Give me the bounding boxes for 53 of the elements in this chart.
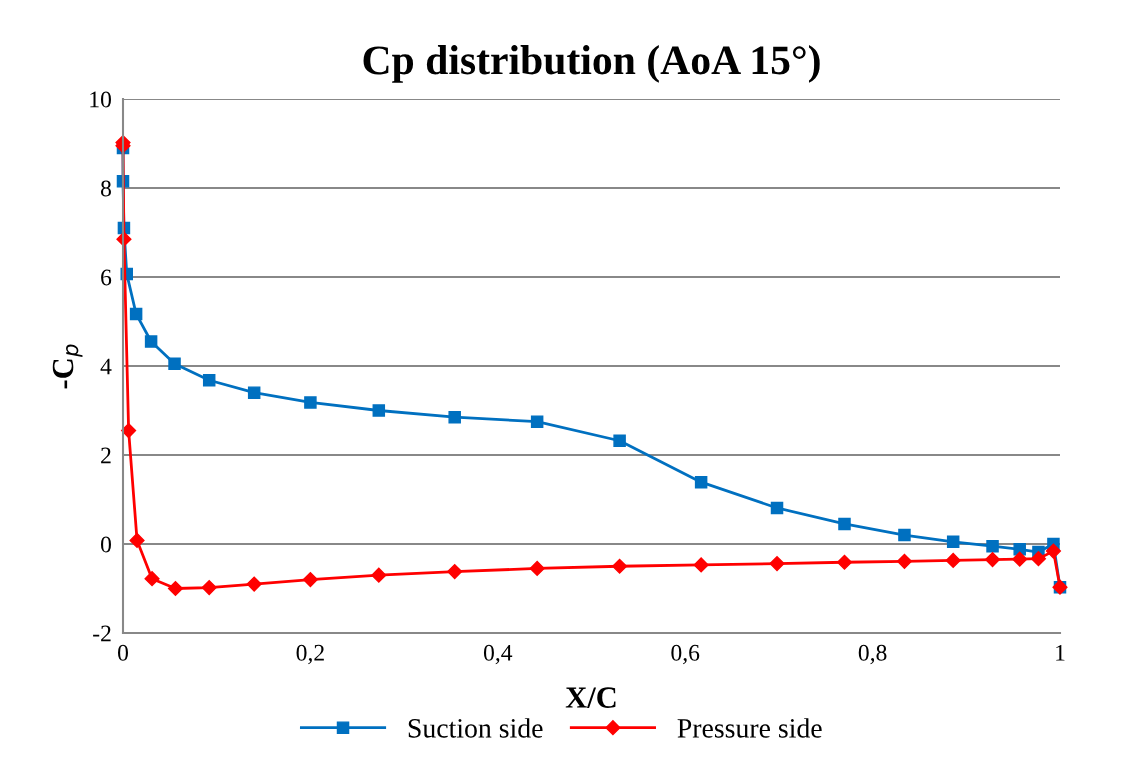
point [167,580,184,597]
x-tick-label: 0 [118,644,128,661]
y-axis-title: -C$_{p}$ [52,344,83,389]
point [530,415,544,428]
y-tick-label: 6 [101,269,112,286]
point [371,567,387,583]
y-tick-label: 8 [100,180,111,197]
point [986,539,999,553]
point [693,557,709,573]
y-tick-label: 4 [100,358,112,375]
point [247,386,261,399]
y-tick-label: 10 [90,91,111,108]
legend-label: Suction side [408,718,543,738]
y-tick-label: -2 [93,625,111,642]
point [896,553,913,569]
point [302,572,318,588]
point [246,576,262,592]
point [838,517,851,531]
x-tick-label: 1 [1056,644,1065,661]
point [613,434,626,448]
x-tick-label: 0,6 [671,644,700,665]
chart-title: Cp distribution (AoA 15°) [363,45,820,83]
point [448,410,461,424]
point [372,404,386,417]
legend-label: Pressure side [677,718,822,738]
point [694,475,708,489]
point [201,580,217,596]
point [129,532,145,549]
point [898,528,911,542]
point [984,552,1001,568]
y-tick-label: 0 [100,536,111,553]
point [304,396,317,409]
x-tick-label: 0,4 [483,644,513,665]
point [836,554,853,570]
point [1030,551,1047,567]
point [1045,543,1062,559]
point [946,535,960,549]
x-tick-label: 0,8 [858,644,887,665]
point [1012,551,1028,567]
x-tick-label: 0,2 [296,644,324,665]
point [129,307,143,321]
point [202,373,216,387]
point [529,560,545,577]
y-tick-label: 2 [101,447,111,464]
point [612,558,628,574]
point [447,564,463,580]
point [144,335,158,348]
point [770,501,784,515]
point [168,357,181,371]
point [945,552,961,569]
x-axis-title: X/C [565,687,616,708]
point [144,571,160,587]
point [769,556,785,572]
